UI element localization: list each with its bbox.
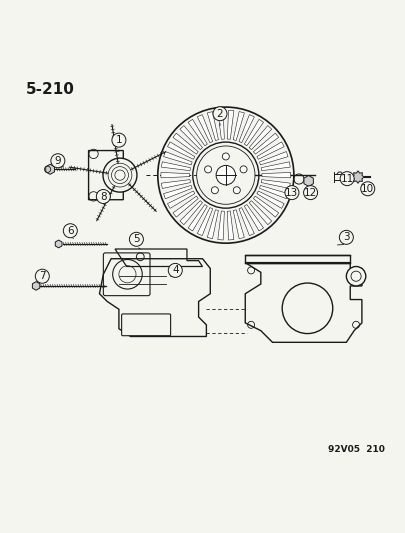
Polygon shape: [46, 164, 54, 174]
Circle shape: [282, 283, 333, 334]
Polygon shape: [260, 185, 288, 199]
Polygon shape: [164, 151, 192, 165]
Circle shape: [168, 263, 182, 277]
Polygon shape: [257, 191, 284, 208]
Polygon shape: [249, 126, 272, 150]
Polygon shape: [162, 162, 190, 171]
Circle shape: [96, 190, 110, 204]
Polygon shape: [227, 110, 234, 139]
Polygon shape: [254, 133, 279, 154]
Polygon shape: [161, 173, 190, 178]
Text: 2: 2: [217, 109, 223, 119]
Polygon shape: [244, 119, 264, 146]
Circle shape: [205, 166, 211, 173]
Polygon shape: [168, 142, 195, 159]
Polygon shape: [233, 111, 244, 141]
Polygon shape: [168, 191, 195, 208]
Text: 1: 1: [115, 135, 122, 145]
Polygon shape: [257, 142, 284, 159]
Polygon shape: [352, 171, 364, 183]
Text: 11: 11: [341, 174, 354, 184]
Polygon shape: [261, 180, 290, 189]
Polygon shape: [249, 201, 272, 225]
Circle shape: [103, 158, 137, 192]
Polygon shape: [260, 151, 288, 165]
Polygon shape: [207, 210, 218, 239]
Text: 9: 9: [55, 156, 61, 166]
Text: 5-210: 5-210: [26, 82, 75, 97]
Polygon shape: [173, 196, 198, 217]
Text: 92V05  210: 92V05 210: [328, 445, 385, 454]
Text: 8: 8: [100, 191, 107, 201]
Polygon shape: [162, 180, 190, 189]
Circle shape: [233, 187, 240, 193]
Polygon shape: [261, 162, 290, 171]
Polygon shape: [218, 211, 224, 240]
Circle shape: [240, 166, 247, 173]
Polygon shape: [197, 115, 213, 143]
Text: 13: 13: [285, 188, 298, 198]
Polygon shape: [207, 111, 218, 141]
Circle shape: [197, 146, 255, 204]
Text: 4: 4: [172, 265, 179, 276]
Text: 10: 10: [361, 184, 374, 193]
Polygon shape: [244, 205, 264, 231]
Circle shape: [304, 185, 318, 200]
Polygon shape: [239, 208, 254, 236]
Text: 6: 6: [67, 226, 74, 236]
FancyBboxPatch shape: [122, 314, 171, 336]
Circle shape: [222, 153, 229, 160]
Circle shape: [340, 172, 354, 185]
Circle shape: [35, 269, 49, 283]
Polygon shape: [218, 110, 224, 139]
Circle shape: [63, 224, 77, 238]
Polygon shape: [180, 201, 202, 225]
Polygon shape: [188, 119, 207, 146]
Polygon shape: [254, 196, 279, 217]
Circle shape: [51, 154, 65, 168]
Polygon shape: [188, 205, 207, 231]
Circle shape: [339, 230, 353, 244]
Polygon shape: [173, 133, 198, 154]
Polygon shape: [180, 126, 202, 150]
Polygon shape: [164, 185, 192, 199]
Circle shape: [216, 165, 236, 185]
Circle shape: [130, 232, 143, 246]
Text: 5: 5: [133, 235, 140, 244]
Polygon shape: [233, 210, 244, 239]
Polygon shape: [262, 173, 291, 178]
Polygon shape: [239, 115, 254, 143]
Polygon shape: [197, 208, 213, 236]
Polygon shape: [55, 240, 62, 248]
Text: 7: 7: [39, 271, 46, 281]
Circle shape: [346, 266, 366, 286]
Polygon shape: [304, 175, 313, 187]
Circle shape: [211, 187, 218, 193]
Circle shape: [112, 133, 126, 147]
Circle shape: [285, 185, 299, 200]
Circle shape: [213, 107, 227, 120]
Polygon shape: [227, 211, 234, 240]
Text: 12: 12: [304, 188, 317, 198]
Text: 3: 3: [343, 232, 350, 243]
Circle shape: [361, 182, 375, 196]
Polygon shape: [32, 281, 40, 290]
